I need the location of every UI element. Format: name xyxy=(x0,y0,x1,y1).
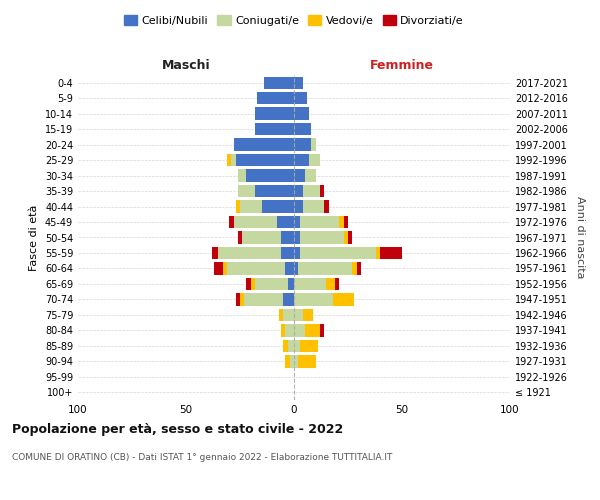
Bar xyxy=(301,247,376,259)
Bar xyxy=(238,185,255,198)
Bar xyxy=(236,293,240,306)
Bar xyxy=(301,232,344,243)
Bar xyxy=(294,108,309,120)
Bar xyxy=(281,232,294,243)
Bar xyxy=(233,138,294,151)
Bar xyxy=(320,324,324,336)
Bar xyxy=(294,170,305,182)
Bar xyxy=(301,340,318,352)
Bar xyxy=(251,278,255,290)
Bar xyxy=(290,355,294,368)
Bar xyxy=(294,340,301,352)
Bar xyxy=(283,293,294,306)
Bar xyxy=(340,216,344,228)
Bar xyxy=(348,232,352,243)
Bar xyxy=(294,200,302,212)
Bar xyxy=(294,355,298,368)
Bar xyxy=(255,108,294,120)
Bar xyxy=(277,216,294,228)
Bar xyxy=(238,170,247,182)
Bar xyxy=(212,247,218,259)
Bar xyxy=(294,76,302,89)
Bar xyxy=(294,154,309,166)
Bar xyxy=(324,200,329,212)
Bar xyxy=(294,138,311,151)
Bar xyxy=(294,216,301,228)
Bar xyxy=(298,355,316,368)
Legend: Celibi/Nubili, Coniugati/e, Vedovi/e, Divorziati/e: Celibi/Nubili, Coniugati/e, Vedovi/e, Di… xyxy=(119,10,469,30)
Bar xyxy=(335,278,340,290)
Bar xyxy=(255,123,294,136)
Text: Popolazione per età, sesso e stato civile - 2022: Popolazione per età, sesso e stato civil… xyxy=(12,422,343,436)
Bar xyxy=(376,247,380,259)
Bar xyxy=(240,293,244,306)
Y-axis label: Fasce di età: Fasce di età xyxy=(29,204,39,270)
Text: Maschi: Maschi xyxy=(161,59,211,72)
Bar xyxy=(283,308,294,321)
Bar xyxy=(286,355,290,368)
Bar xyxy=(311,138,316,151)
Bar xyxy=(236,200,240,212)
Bar xyxy=(229,216,233,228)
Bar xyxy=(352,262,356,274)
Bar xyxy=(294,123,311,136)
Text: Femmine: Femmine xyxy=(370,59,434,72)
Bar xyxy=(279,308,283,321)
Bar xyxy=(294,232,301,243)
Bar xyxy=(232,154,236,166)
Bar xyxy=(244,293,283,306)
Bar xyxy=(247,170,294,182)
Bar xyxy=(287,278,294,290)
Bar xyxy=(305,324,320,336)
Bar xyxy=(344,216,348,228)
Bar xyxy=(238,232,242,243)
Bar xyxy=(298,262,352,274)
Bar xyxy=(294,308,302,321)
Bar xyxy=(344,232,348,243)
Bar xyxy=(294,324,305,336)
Bar xyxy=(257,92,294,104)
Bar xyxy=(301,216,340,228)
Bar xyxy=(242,232,281,243)
Bar xyxy=(233,216,277,228)
Bar xyxy=(283,340,287,352)
Bar xyxy=(294,185,302,198)
Bar xyxy=(356,262,361,274)
Bar xyxy=(227,262,286,274)
Bar xyxy=(236,154,294,166)
Bar xyxy=(223,262,227,274)
Bar xyxy=(294,92,307,104)
Bar xyxy=(302,200,324,212)
Bar xyxy=(326,278,335,290)
Bar xyxy=(305,170,316,182)
Bar xyxy=(287,340,294,352)
Bar xyxy=(286,324,294,336)
Bar xyxy=(333,293,355,306)
Bar xyxy=(302,308,313,321)
Bar xyxy=(294,262,298,274)
Bar xyxy=(227,154,232,166)
Bar xyxy=(218,247,281,259)
Bar xyxy=(281,247,294,259)
Bar xyxy=(214,262,223,274)
Bar xyxy=(294,278,326,290)
Bar xyxy=(255,278,287,290)
Bar xyxy=(262,200,294,212)
Bar xyxy=(247,278,251,290)
Bar xyxy=(380,247,402,259)
Bar xyxy=(264,76,294,89)
Y-axis label: Anni di nascita: Anni di nascita xyxy=(575,196,584,279)
Bar xyxy=(294,293,333,306)
Bar xyxy=(255,185,294,198)
Bar xyxy=(302,185,320,198)
Bar xyxy=(309,154,320,166)
Bar xyxy=(320,185,324,198)
Bar xyxy=(240,200,262,212)
Bar xyxy=(281,324,286,336)
Text: COMUNE DI ORATINO (CB) - Dati ISTAT 1° gennaio 2022 - Elaborazione TUTTITALIA.IT: COMUNE DI ORATINO (CB) - Dati ISTAT 1° g… xyxy=(12,452,392,462)
Bar xyxy=(294,247,301,259)
Bar xyxy=(286,262,294,274)
